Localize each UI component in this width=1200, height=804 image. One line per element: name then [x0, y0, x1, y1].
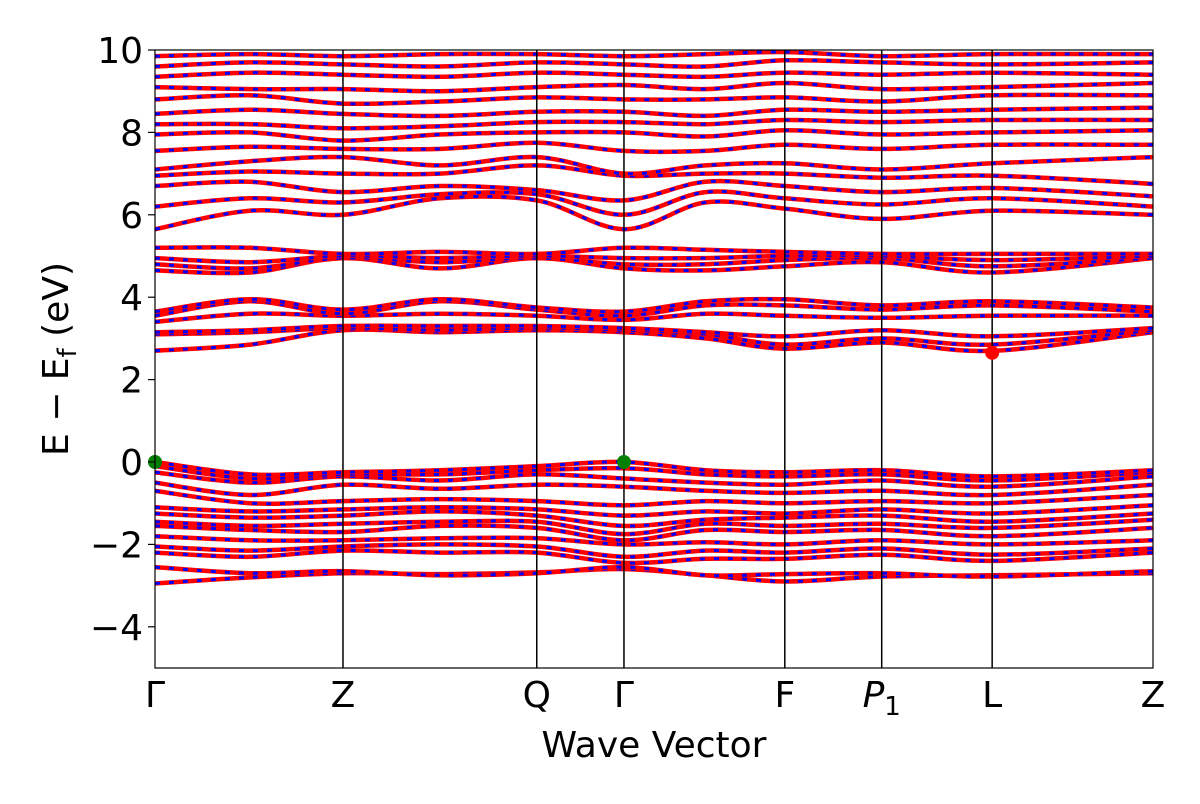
x-tick-label-3: Γ — [614, 675, 634, 716]
band-line-up-5 — [155, 523, 1153, 543]
band-line-up-27 — [155, 163, 1153, 187]
band-line-down-23 — [155, 245, 1153, 256]
plot-frame — [154, 49, 1154, 669]
band-line-down-36 — [155, 58, 1153, 69]
band-line-up-36 — [155, 57, 1153, 69]
cbm-l-marker — [985, 345, 1000, 360]
band-line-up-12 — [155, 463, 1153, 483]
x-tick-label-4: F — [774, 675, 795, 716]
band-line-down-22 — [155, 254, 1153, 264]
band-line-up-30 — [155, 128, 1153, 143]
band-line-down-8 — [155, 503, 1153, 518]
band-line-down-32 — [155, 106, 1153, 118]
band-line-up-6 — [155, 517, 1153, 537]
x-tick-label-2: Q — [523, 675, 551, 716]
x-axis-title: Wave Vector — [542, 725, 767, 766]
band-line-up-32 — [155, 105, 1153, 119]
band-line-down-34 — [155, 81, 1153, 93]
band-line-down-31 — [155, 118, 1153, 130]
band-line-up-31 — [155, 117, 1153, 131]
y-axis-ticks: −4 −2 0 2 4 6 8 10 — [90, 31, 155, 649]
band-edge-markers — [148, 345, 1000, 469]
band-line-down-28 — [155, 155, 1153, 176]
band-line-down-17 — [155, 311, 1153, 324]
y-tick-label-3: 2 — [120, 361, 143, 402]
band-line-down-16 — [155, 324, 1153, 338]
band-line-down-30 — [155, 128, 1153, 143]
y-axis-title-sub: f — [53, 347, 83, 357]
band-line-up-34 — [155, 80, 1153, 94]
band-line-up-3 — [155, 542, 1153, 560]
y-tick-label-1: −2 — [90, 525, 143, 566]
band-line-down-4 — [155, 534, 1153, 547]
band-line-up-10 — [155, 480, 1153, 498]
x-tick-label-0: Γ — [145, 675, 165, 716]
band-line-down-20 — [155, 256, 1153, 275]
band-line-down-37 — [155, 50, 1153, 58]
band-line-down-24 — [155, 195, 1153, 231]
x-tick-label-main: P — [863, 675, 885, 716]
y-tick-label-4: 4 — [120, 278, 143, 319]
y-axis-title: E − Ef (eV) — [36, 262, 83, 456]
band-line-up-8 — [155, 503, 1153, 518]
x-tick-label-5: P1 — [863, 675, 901, 722]
x-tick-label-6: L — [982, 675, 1002, 716]
band-line-up-2 — [155, 548, 1153, 566]
x-tick-label-1: Z — [331, 675, 356, 716]
band-line-down-18 — [155, 299, 1153, 318]
kpoint-lines — [342, 50, 993, 668]
band-line-up-33 — [155, 92, 1153, 107]
y-tick-label-6: 8 — [120, 113, 143, 154]
y-axis-title-unit: (eV) — [36, 262, 77, 348]
band-line-up-35 — [155, 70, 1153, 80]
band-line-up-23 — [155, 245, 1153, 257]
band-line-up-29 — [155, 140, 1153, 155]
y-tick-label-7: 10 — [97, 31, 143, 72]
band-line-up-21 — [155, 255, 1153, 271]
band-line-up-37 — [155, 50, 1153, 59]
vbm-gamma-mid-marker — [616, 455, 631, 469]
band-line-down-25 — [155, 190, 1153, 217]
band-line-up-7 — [155, 509, 1153, 529]
band-line-down-35 — [155, 71, 1153, 79]
y-tick-label-5: 6 — [120, 196, 143, 237]
band-line-up-9 — [155, 488, 1153, 508]
x-axis-ticks: Γ Z Q Γ F P1 L Z — [145, 675, 1165, 722]
band-line-down-1 — [155, 565, 1153, 579]
band-lines — [155, 50, 1153, 586]
y-tick-label-2: 0 — [120, 443, 143, 484]
x-tick-label-sub: 1 — [884, 692, 901, 722]
y-axis-title-main: E − E — [36, 357, 77, 456]
band-line-up-19 — [155, 296, 1153, 315]
x-tick-label-7: Z — [1141, 675, 1166, 716]
band-line-up-26 — [155, 178, 1153, 203]
y-tick-label-0: −4 — [90, 608, 143, 649]
band-line-down-33 — [155, 93, 1153, 106]
